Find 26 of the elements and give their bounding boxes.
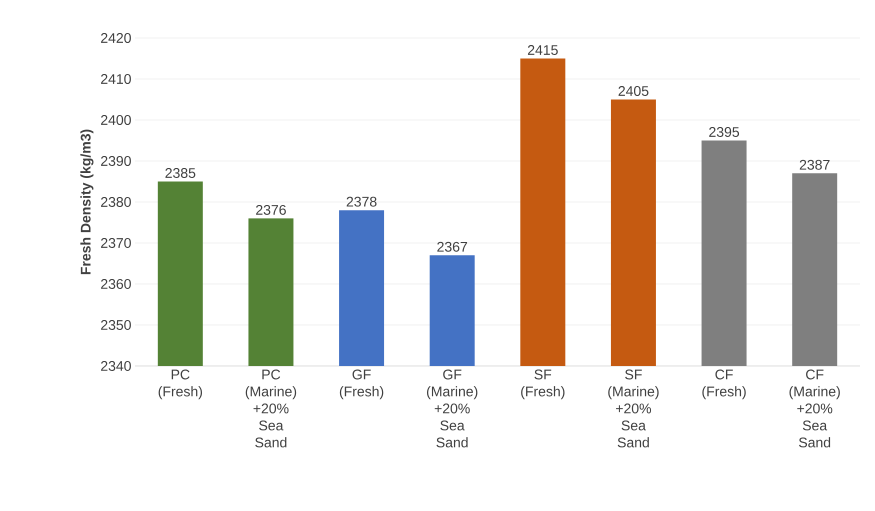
data-label: 2405: [618, 86, 648, 96]
y-tick-label: 2420: [101, 33, 131, 43]
y-tick-label: 2340: [101, 361, 131, 371]
x-tick-label: CF (Marine) +20% Sea Sand: [789, 370, 840, 448]
y-tick-label: 2410: [101, 74, 131, 84]
x-tick-label: PC (Fresh): [158, 370, 202, 400]
data-label: 2415: [528, 45, 558, 55]
y-tick-label: 2360: [101, 279, 131, 289]
y-tick-label: 2350: [101, 320, 131, 330]
x-tick-label: SF (Marine) +20% Sea Sand: [608, 370, 659, 448]
data-label: 2367: [437, 242, 468, 252]
data-label: 2376: [256, 204, 286, 215]
data-label: 2378: [346, 196, 377, 207]
y-tick-label: 2380: [101, 197, 131, 207]
x-tick-label: CF (Fresh): [702, 370, 746, 400]
x-tick-label: GF (Marine) +20% Sea Sand: [426, 370, 478, 448]
data-label: 2387: [800, 160, 830, 170]
x-tick-label: GF (Fresh): [340, 370, 384, 400]
y-tick-label: 2370: [101, 238, 131, 248]
y-axis-title: Fresh Density (kg/m3): [80, 130, 94, 274]
y-tick-label: 2390: [101, 156, 131, 166]
data-label: 2385: [165, 168, 196, 178]
x-tick-label: PC (Marine) +20% Sea Sand: [246, 370, 296, 448]
x-tick-label: SF (Fresh): [521, 370, 564, 400]
y-tick-label: 2400: [101, 115, 131, 125]
data-label: 2395: [709, 127, 740, 137]
